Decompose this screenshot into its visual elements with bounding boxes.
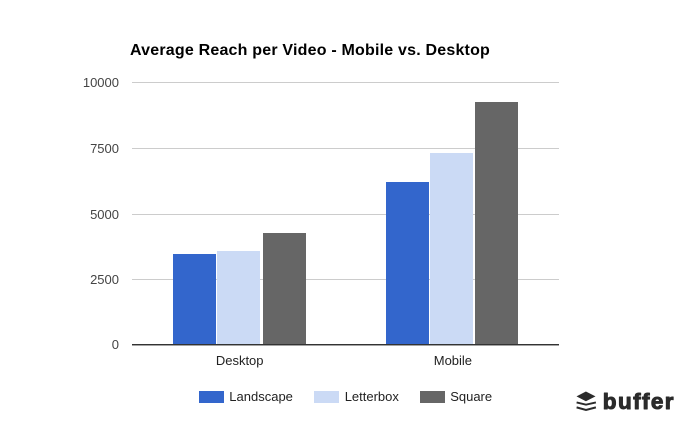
svg-text:buffer: buffer xyxy=(602,389,674,414)
